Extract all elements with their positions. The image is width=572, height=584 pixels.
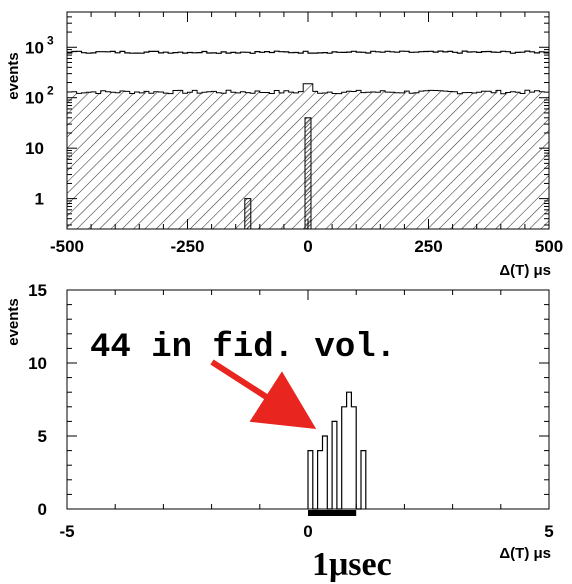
top-ylabel: events bbox=[5, 52, 22, 100]
top-xtick-label-4: 500 bbox=[535, 237, 563, 256]
top-ytick-exponent-3: 3 bbox=[47, 33, 54, 47]
top-x-tick-labels: -500 -250 0 250 500 bbox=[50, 237, 563, 256]
bottom-ytick-label-3: 15 bbox=[28, 281, 47, 300]
bottom-xtick-label-2: 5 bbox=[544, 522, 553, 541]
annotation-label: 44 in fid. vol. bbox=[90, 329, 396, 367]
bottom-ytick-label-0: 0 bbox=[38, 500, 47, 519]
interval-bar bbox=[308, 510, 357, 516]
bottom-xlabel: Δ(T) μs bbox=[499, 545, 551, 562]
bottom-histogram bbox=[307, 391, 367, 510]
bottom-y-ticks bbox=[67, 289, 549, 510]
interval-label: 1μsec bbox=[312, 546, 392, 583]
bottom-y-tick-labels: 0 5 10 15 bbox=[28, 281, 47, 519]
bottom-x-tick-labels: -5 0 5 bbox=[59, 522, 553, 541]
solid-bin-1 bbox=[304, 117, 312, 230]
bottom-xtick-label-1: 0 bbox=[303, 522, 312, 541]
top-xlabel: Δ(T) μs bbox=[499, 262, 551, 279]
top-ytick-label-2: 10 bbox=[25, 89, 44, 108]
top-ytick-label-3: 10 bbox=[25, 38, 44, 57]
top-xtick-label-3: 250 bbox=[414, 237, 442, 256]
top-xtick-label-2: 0 bbox=[303, 237, 312, 256]
top-xtick-label-0: -500 bbox=[50, 237, 84, 256]
bottom-ytick-label-1: 5 bbox=[38, 427, 47, 446]
outline-histogram bbox=[67, 50, 549, 54]
bottom-ylabel: events bbox=[5, 298, 22, 346]
top-ytick-exponent-2: 2 bbox=[47, 84, 54, 98]
bottom-panel: -5 0 5 0 5 10 15 events Δ(T) μs 44 in fid. vo… bbox=[5, 281, 554, 583]
top-xtick-label-1: -250 bbox=[170, 237, 204, 256]
bottom-xtick-label-0: -5 bbox=[59, 522, 74, 541]
bottom-ytick-label-2: 10 bbox=[28, 354, 47, 373]
annotation-arrow bbox=[210, 359, 317, 429]
top-ytick-label-1: 10 bbox=[25, 139, 44, 158]
top-y-ticks bbox=[67, 11, 549, 226]
bottom-x-ticks bbox=[66, 290, 550, 509]
top-ytick-label-0: 1 bbox=[35, 190, 44, 209]
top-histograms bbox=[66, 50, 550, 230]
solid-bin-0 bbox=[244, 198, 252, 230]
bottom-histogram-outline bbox=[307, 391, 367, 510]
